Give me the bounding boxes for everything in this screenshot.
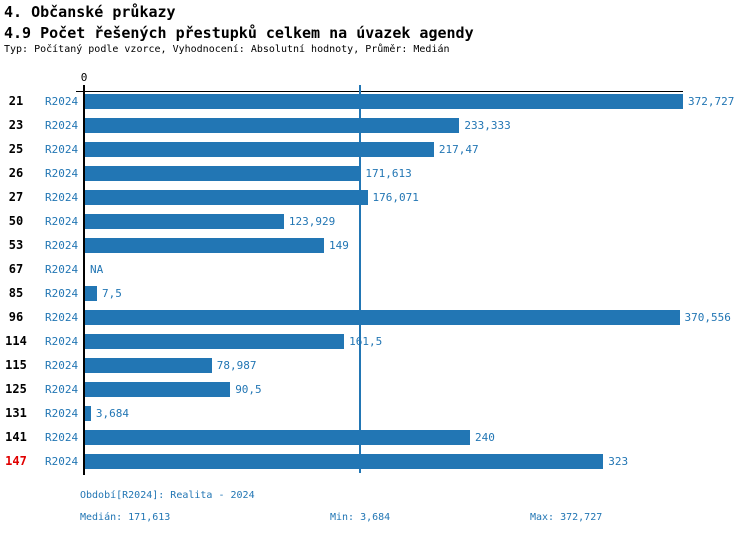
chart-row: 96 R2024 370,556 [0, 307, 750, 331]
x-axis-line [76, 91, 683, 92]
row-series-label: R2024 [45, 239, 79, 252]
row-category-label: 85 [8, 286, 24, 300]
bar-value-label: NA [90, 263, 104, 276]
row-category-label: 114 [5, 334, 27, 348]
bar-value-label: 323 [608, 455, 629, 468]
footer-median-label: Medián: 171,613 [80, 512, 171, 523]
chart-row: 26 R2024 171,613 [0, 163, 750, 187]
bar [85, 238, 325, 253]
bar [85, 358, 212, 373]
row-category-label: 25 [8, 142, 24, 156]
bar [85, 94, 683, 109]
row-series-label: R2024 [45, 359, 79, 372]
chart-meta-line: Typ: Počítaný podle vzorce, Vyhodnocení:… [4, 44, 450, 55]
row-category-label: 125 [5, 382, 27, 396]
row-series-label: R2024 [45, 143, 79, 156]
row-series-label: R2024 [45, 95, 79, 108]
row-category-label: 21 [8, 94, 24, 108]
chart-row: 21 R2024 372,727 [0, 91, 750, 115]
bar-value-label: 240 [475, 431, 495, 444]
bar-value-label: 370,556 [684, 311, 731, 324]
chart-row: 131 R2024 3,684 [0, 403, 750, 427]
row-category-label: 23 [8, 118, 24, 132]
row-category-label: 147 [5, 454, 27, 468]
bar-value-label: 90,5 [235, 383, 262, 396]
row-series-label: R2024 [45, 119, 79, 132]
row-series-label: R2024 [45, 167, 79, 180]
row-category-label: 131 [5, 406, 27, 420]
x-axis-zero-tick-label: 0 [80, 71, 88, 84]
bar [85, 214, 284, 229]
chart-row: 85 R2024 7,5 [0, 283, 750, 307]
row-category-label: 53 [8, 238, 24, 252]
row-category-label: 67 [8, 262, 24, 276]
bar [85, 454, 604, 469]
footer-min-label: Min: 3,684 [330, 512, 391, 523]
report-section-title: 4. Občanské průkazy [4, 3, 176, 21]
bar [85, 190, 368, 205]
bar-value-label: 217,47 [438, 143, 479, 156]
bar [85, 334, 345, 349]
row-category-label: 96 [8, 310, 24, 324]
row-series-label: R2024 [45, 263, 79, 276]
chart-row: 141 R2024 240 [0, 427, 750, 451]
chart-row: 50 R2024 123,929 [0, 211, 750, 235]
bar [85, 118, 460, 133]
chart-row: 115 R2024 78,987 [0, 355, 750, 379]
row-category-label: 141 [5, 430, 27, 444]
bar-value-label: 123,929 [288, 215, 336, 228]
footer-period-label: Období[R2024]: Realita - 2024 [80, 490, 255, 501]
bar-value-label: 3,684 [95, 407, 130, 420]
bar-value-label: 161,5 [349, 335, 383, 348]
footer-max-label: Max: 372,727 [530, 512, 603, 523]
row-series-label: R2024 [45, 311, 79, 324]
bar-value-label: 233,333 [464, 119, 511, 132]
chart-row: 67 R2024 NA [0, 259, 750, 283]
row-series-label: R2024 [45, 383, 79, 396]
bar-value-label: 78,987 [216, 359, 257, 372]
chart-row: 147 R2024 323 [0, 451, 750, 475]
row-series-label: R2024 [45, 191, 79, 204]
row-series-label: R2024 [45, 455, 79, 468]
row-series-label: R2024 [45, 407, 79, 420]
row-category-label: 27 [8, 190, 24, 204]
chart-row: 125 R2024 90,5 [0, 379, 750, 403]
chart-title: 4.9 Počet řešených přestupků celkem na ú… [4, 24, 474, 42]
row-series-label: R2024 [45, 431, 79, 444]
chart-row: 53 R2024 149 [0, 235, 750, 259]
bar [85, 382, 231, 397]
row-series-label: R2024 [45, 287, 79, 300]
bar-value-label: 372,727 [688, 95, 735, 108]
bar [85, 142, 434, 157]
bar-value-label: 171,613 [365, 167, 412, 180]
bar-value-label: 176,071 [372, 191, 419, 204]
median-line [359, 85, 362, 473]
row-category-label: 115 [5, 358, 27, 372]
bar-value-label: 7,5 [102, 287, 122, 300]
horizontal-bar-chart: 0 21 R2024 372,727 23 R2024 233,333 25 R2024 217… [0, 71, 750, 475]
bar [85, 286, 97, 301]
row-series-label: R2024 [45, 335, 79, 348]
chart-row: 114 R2024 161,5 [0, 331, 750, 355]
bar [85, 430, 471, 445]
chart-row: 25 R2024 217,47 [0, 139, 750, 163]
bar [85, 406, 91, 421]
row-category-label: 50 [8, 214, 24, 228]
bar-value-label: 149 [329, 239, 349, 252]
bar [85, 310, 680, 325]
row-series-label: R2024 [45, 215, 79, 228]
row-category-label: 26 [8, 166, 24, 180]
chart-row: 23 R2024 233,333 [0, 115, 750, 139]
bar [85, 166, 361, 181]
chart-row: 27 R2024 176,071 [0, 187, 750, 211]
y-axis-line [83, 85, 85, 475]
